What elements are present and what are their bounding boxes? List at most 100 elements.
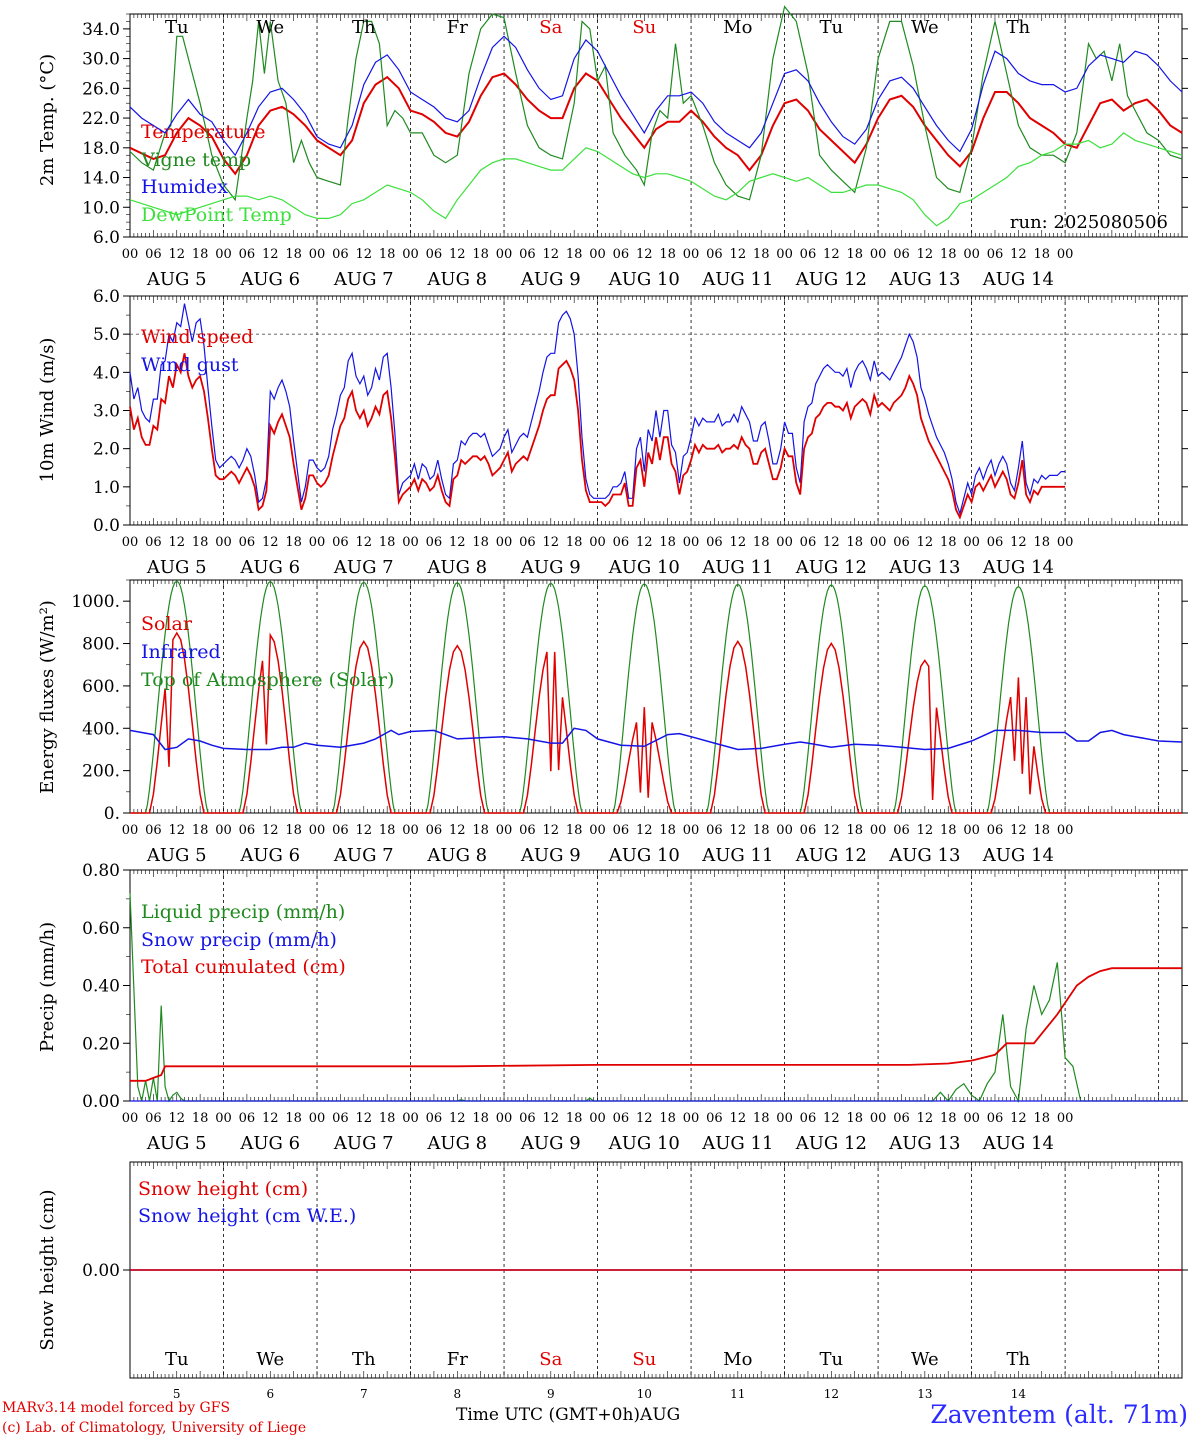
day-name: Fr — [447, 1349, 468, 1370]
y-tick-label: 0.80 — [82, 861, 120, 881]
series-line-solar — [130, 631, 1182, 814]
hour-tick-label: 06 — [706, 1111, 723, 1126]
hour-tick-label: 12 — [449, 535, 466, 550]
hour-tick-label: 18 — [846, 247, 863, 262]
hour-tick-label: 12 — [917, 823, 934, 838]
legend-total-cumulated-cm-: Total cumulated (cm) — [141, 956, 346, 978]
hour-tick-label: 00 — [776, 823, 793, 838]
y-tick-label: 6.0 — [93, 287, 120, 307]
hour-tick-label: 00 — [402, 823, 419, 838]
hour-tick-label: 12 — [356, 823, 373, 838]
hour-tick-label: 06 — [426, 535, 443, 550]
hour-tick-label: 06 — [800, 1111, 817, 1126]
hour-tick-label: 12 — [543, 247, 560, 262]
y-tick-label: 18.0 — [82, 139, 120, 159]
hour-tick-label: 12 — [262, 1111, 279, 1126]
hour-tick-label: 00 — [309, 247, 326, 262]
hour-tick-label: 12 — [543, 823, 560, 838]
hour-tick-label: 00 — [963, 1111, 980, 1126]
hour-tick-label: 18 — [285, 1111, 302, 1126]
hour-tick-label: 00 — [870, 535, 887, 550]
panel-5: 0.00 Snow height (cm) Snow height (cm) Snow… — [37, 1161, 1188, 1400]
hour-tick-label: 12 — [1010, 535, 1027, 550]
hour-tick-label: 00 — [402, 535, 419, 550]
legend-humidex: Humidex — [141, 176, 228, 198]
day-name: Tu — [165, 1349, 189, 1370]
date-label: AUG 9 — [520, 269, 581, 290]
hour-tick-label: 06 — [987, 823, 1004, 838]
lab-credit: (c) Lab. of Climatology, University of L… — [2, 1420, 307, 1436]
hour-tick-label: 00 — [122, 823, 139, 838]
hour-tick-label: 12 — [917, 535, 934, 550]
hour-tick-label: 18 — [379, 1111, 396, 1126]
hour-tick-label: 12 — [917, 247, 934, 262]
hour-tick-label: 00 — [870, 1111, 887, 1126]
hour-tick-label: 06 — [800, 823, 817, 838]
series-line-total-cumulated-cm- — [130, 967, 1182, 1082]
hour-tick-label: 06 — [145, 823, 162, 838]
y-tick-label: 3.0 — [93, 402, 120, 422]
hour-tick-label: 06 — [987, 535, 1004, 550]
hour-tick-label: 06 — [332, 1111, 349, 1126]
hour-tick-label: 12 — [356, 247, 373, 262]
hour-tick-label: 00 — [402, 247, 419, 262]
y-tick-label: 600. — [82, 677, 120, 697]
hour-tick-label: 06 — [239, 247, 256, 262]
hour-tick-label: 12 — [543, 1111, 560, 1126]
y-axis-label: 10m Wind (m/s) — [37, 338, 58, 483]
y-tick-label: 0.00 — [82, 1092, 120, 1112]
date-label: AUG 8 — [426, 1133, 487, 1154]
hour-tick-label: 18 — [472, 823, 489, 838]
date-label: AUG 5 — [146, 557, 207, 578]
y-tick-label: 1000. — [71, 592, 120, 612]
hour-tick-label: 12 — [168, 535, 185, 550]
hour-tick-label: 06 — [706, 823, 723, 838]
hour-tick-label: 12 — [730, 1111, 747, 1126]
hour-tick-label: 18 — [472, 247, 489, 262]
date-label: AUG 7 — [333, 557, 394, 578]
hour-tick-label: 18 — [1033, 823, 1050, 838]
hour-tick-label: 18 — [940, 247, 957, 262]
hour-tick-label: 06 — [706, 247, 723, 262]
hour-tick-label: 00 — [589, 535, 606, 550]
day-number: 8 — [453, 1387, 461, 1400]
date-label: AUG 8 — [426, 269, 487, 290]
legend-temperature: Temperature — [141, 121, 265, 143]
hour-tick-label: 18 — [379, 535, 396, 550]
hour-tick-label: 18 — [285, 535, 302, 550]
hour-tick-label: 00 — [309, 535, 326, 550]
hour-tick-label: 06 — [987, 247, 1004, 262]
hour-tick-label: 00 — [215, 247, 232, 262]
hour-tick-label: 18 — [753, 247, 770, 262]
hour-tick-label: 06 — [519, 535, 536, 550]
day-name: Th — [352, 17, 376, 38]
legend-snow-height-cm-w-e-: Snow height (cm W.E.) — [138, 1205, 356, 1227]
series-line-liquid-precip-mm-h- — [129, 893, 1182, 1103]
hour-tick-label: 06 — [893, 823, 910, 838]
y-tick-label: 10.0 — [82, 198, 120, 218]
hour-tick-label: 18 — [379, 823, 396, 838]
panel-1: 6.0 10.0 14.0 18.0 22.0 26.0 30.0 34.0 2m Temp. … — [37, 5, 1188, 290]
hour-tick-label: 18 — [379, 247, 396, 262]
hour-tick-label: 12 — [1010, 823, 1027, 838]
hour-tick-label: 00 — [215, 823, 232, 838]
hour-tick-label: 12 — [730, 247, 747, 262]
hour-tick-label: 06 — [239, 535, 256, 550]
hour-tick-label: 00 — [496, 823, 513, 838]
hour-tick-label: 06 — [987, 1111, 1004, 1126]
legend-infrared: Infrared — [141, 641, 221, 663]
panel-4: 0.00 0.20 0.40 0.60 0.80 Precip (mm/h) 00 06 12 1… — [37, 861, 1188, 1154]
hour-tick-label: 06 — [893, 247, 910, 262]
y-tick-label: 26.0 — [82, 79, 120, 99]
hour-tick-label: 00 — [1057, 1111, 1074, 1126]
hour-tick-label: 12 — [636, 1111, 653, 1126]
day-number: 9 — [547, 1387, 555, 1400]
day-number: 6 — [266, 1387, 274, 1400]
y-tick-label: 14.0 — [82, 169, 120, 189]
hour-tick-label: 12 — [1010, 1111, 1027, 1126]
date-label: AUG 14 — [982, 845, 1054, 866]
day-number: 12 — [824, 1387, 839, 1400]
hour-tick-label: 00 — [683, 247, 700, 262]
y-axis-label: Energy fluxes (W/m²) — [37, 600, 58, 794]
hour-tick-label: 12 — [262, 535, 279, 550]
